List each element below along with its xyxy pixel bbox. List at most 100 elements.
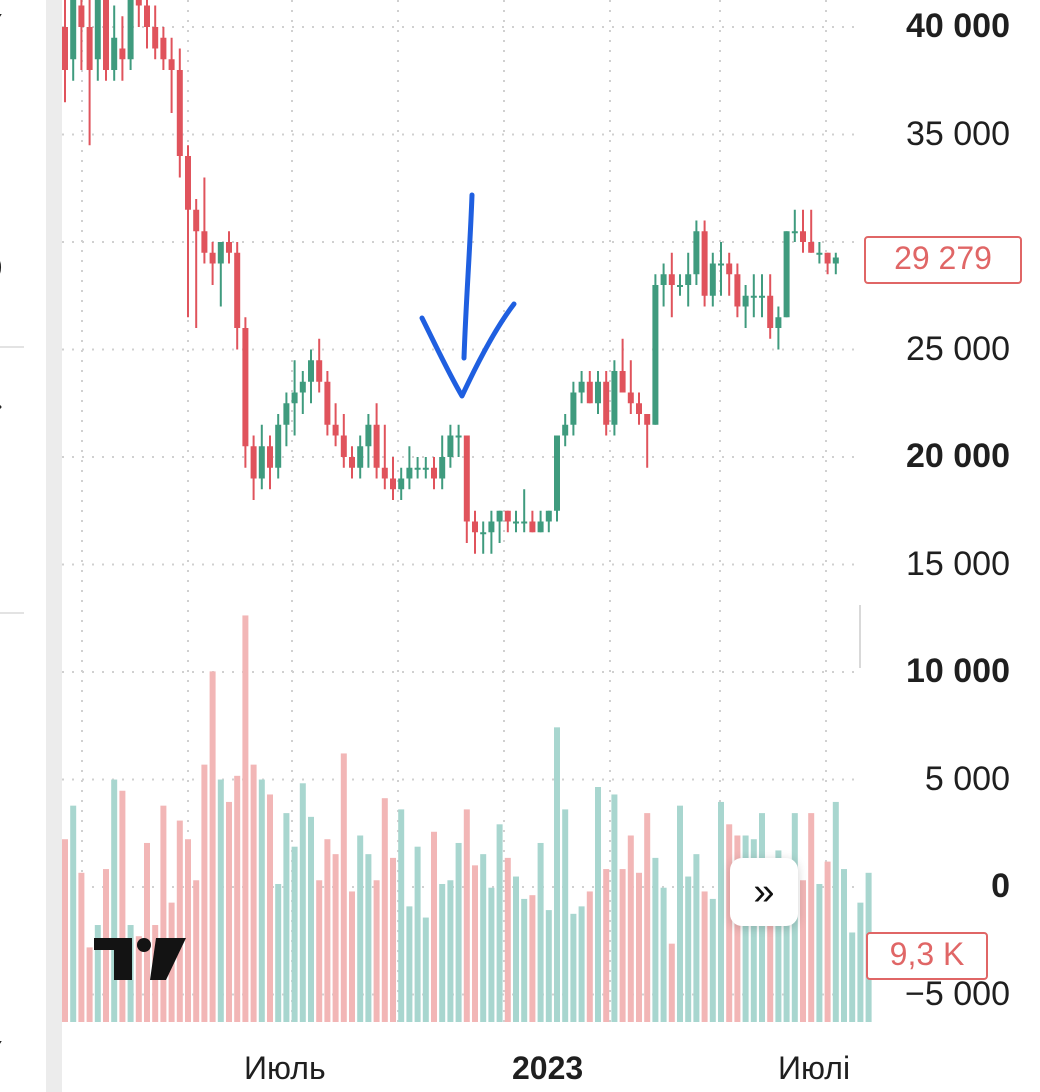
volume-bar [209,671,216,1022]
candle-body [152,27,159,49]
time-label-july: Июль [244,1050,326,1086]
volume-bar [832,801,839,1022]
candle-body [718,263,724,266]
volume-bar [234,775,241,1022]
candle [94,0,101,81]
candle-body [422,467,429,470]
candle [316,338,323,393]
candle-body [816,252,823,255]
candle-body [472,521,478,533]
volume-bar [340,753,347,1022]
candle-body [480,532,487,535]
annotation-arrow [419,192,517,399]
volume-bar [283,813,290,1022]
volume-bar [668,943,675,1022]
candle [537,510,544,533]
volume-bar [78,872,85,1022]
candle [472,510,478,554]
candle [86,0,93,146]
candle-body [783,231,790,318]
volume-bar [545,910,552,1022]
price-axis-label: 15 000 [906,544,1010,583]
volume-bar [373,880,380,1022]
candle [545,510,552,533]
expand-tool-icon[interactable]: › [0,390,3,421]
volume-bars [62,615,872,1022]
candle-body [299,381,306,393]
candle-body [832,257,839,264]
candle-body [636,403,642,414]
volume-bar [693,854,700,1022]
measure-tool-icon[interactable]: ˈ [0,810,3,841]
candle-body [111,37,118,70]
candle-body [701,231,708,296]
volume-bar [578,906,585,1022]
volume-bar [70,805,77,1022]
candle [283,392,290,447]
candle-body [759,295,765,298]
candle-body [545,510,552,522]
volume-bar [554,727,560,1022]
candle [718,242,724,296]
candle [431,457,437,490]
last-price-tag: 29 279 [864,236,1022,284]
candle-body [529,521,536,533]
volume-bar [857,902,864,1022]
volume-bar [135,936,142,1022]
candle-body [513,521,519,524]
candle-body [504,510,511,522]
candle [217,242,224,307]
volume-bar [767,883,774,1022]
candle-body [127,0,134,60]
candle-body [685,274,692,285]
candle-body [349,457,355,468]
candle [291,360,298,436]
volume-bar [472,865,478,1022]
candle [226,231,232,264]
volume-bar [160,805,167,1022]
candle-body [463,435,470,522]
volume-bar [463,809,470,1022]
volume-bar [537,842,544,1022]
candle [439,435,446,490]
volume-bar [365,854,372,1022]
candle [78,0,85,70]
volume-bar [586,891,593,1022]
candle-body [193,209,200,232]
candle-body [668,274,675,285]
candle-body [652,285,659,425]
volume-bar [217,779,224,1022]
candle [644,414,651,468]
candle-body [267,446,273,468]
scroll-to-realtime-button[interactable]: » [730,858,798,926]
candle-body [431,467,437,479]
candle-body [185,156,191,210]
volume-bar [562,809,569,1022]
candle-body [619,371,626,393]
candle [578,371,585,404]
candle [677,274,683,296]
candle [176,48,183,178]
time-label-july-next: Июлі [778,1050,851,1086]
volume-bar [824,861,831,1022]
volume-bar [660,887,667,1022]
volume-bar [193,880,200,1022]
price-axis-label: 35 000 [906,114,1010,153]
price-axis-label: −5 000 [905,974,1010,1013]
candle [463,435,470,543]
draw-tool-icon[interactable]: ) [0,250,3,281]
candle-body [586,381,593,404]
candle-body [94,0,101,60]
double-chevron-right-icon: » [753,870,775,913]
candle-body [316,360,323,382]
candle [193,199,200,328]
candle [562,414,569,447]
candle [660,263,667,307]
volume-bar [349,891,355,1022]
volume-bar [570,913,577,1022]
candle [734,263,741,318]
candle [791,209,798,242]
candle-body [554,435,560,511]
volume-bar [685,876,692,1022]
